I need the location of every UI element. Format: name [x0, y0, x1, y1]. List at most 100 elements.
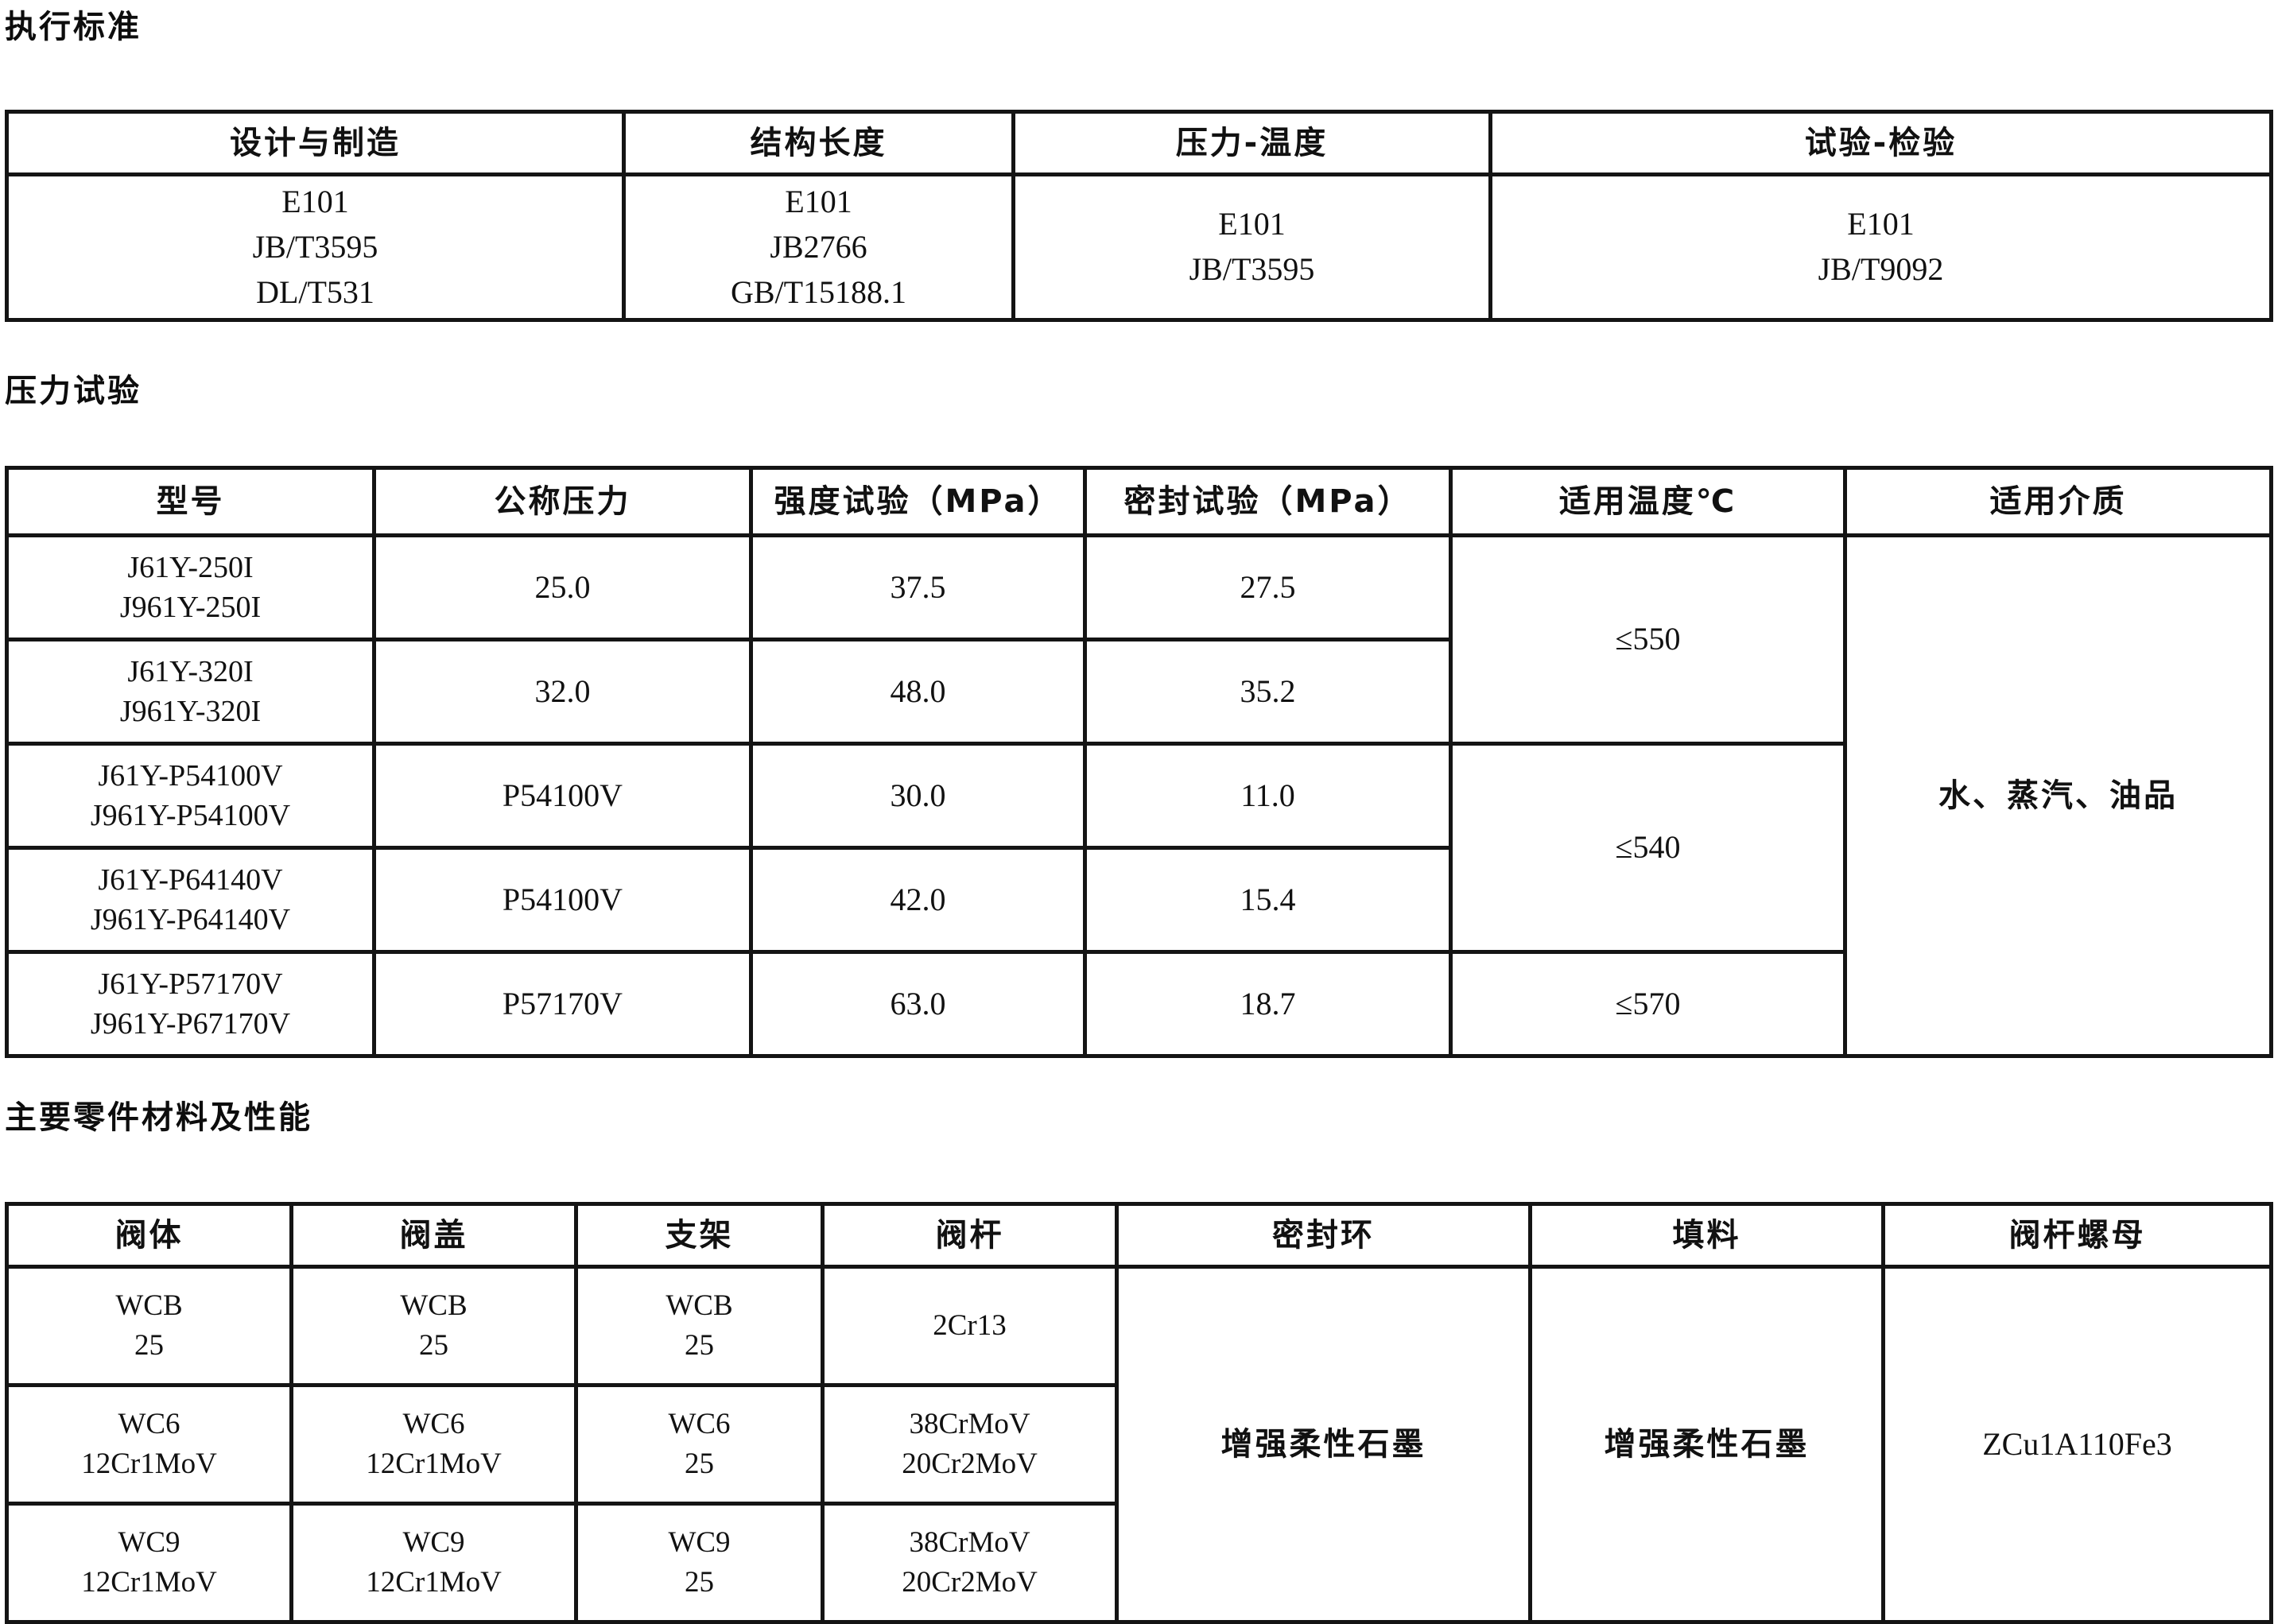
cell-design-manufacture: E101 JB/T3595 DL/T531	[5, 172, 626, 323]
cell-model: J61Y-P54100V J961Y-P54100V	[5, 742, 376, 850]
cell-valve-body: WC6 12Cr1MoV	[5, 1383, 293, 1506]
header-seal-test: 密封试验（MPa）	[1083, 466, 1453, 537]
section-title-pressure-test: 压力试验	[5, 373, 142, 409]
header-packing: 填料	[1528, 1202, 1885, 1269]
value-line: 38CrMoV	[909, 1525, 1030, 1559]
value-line: WC9	[668, 1525, 731, 1559]
header-design-manufacture: 设计与制造	[5, 110, 626, 176]
value-line: J61Y-P64140V	[98, 862, 283, 897]
value-line: WC6	[118, 1407, 180, 1440]
value-line: J961Y-250I	[119, 591, 262, 624]
cell-valve-body: WCB 25	[5, 1265, 293, 1387]
value-line: J61Y-P57170V	[98, 967, 283, 1001]
cell-temperature: ≤540	[1449, 742, 1847, 954]
cell-test-inspection: E101 JB/T9092	[1488, 172, 2273, 323]
value-line: J61Y-P54100V	[98, 758, 283, 793]
table-row: J61Y-P54100V J961Y-P54100V P54100V 30.0 …	[5, 742, 2272, 954]
pressure-test-table: 型号 公称压力 强度试验（MPa） 密封试验（MPa） 适用温度℃ 适用介质 J…	[5, 466, 2273, 1058]
header-nominal-pressure: 公称压力	[372, 466, 753, 537]
value-line: JB2766	[770, 228, 867, 265]
cell-valve-bonnet: WCB 25	[289, 1265, 578, 1387]
value-line: 25	[685, 1566, 714, 1599]
cell-valve-stem: 38CrMoV 20Cr2MoV	[821, 1383, 1119, 1506]
value-line: J961Y-P67170V	[90, 1007, 291, 1041]
value-line: 2Cr13	[933, 1308, 1007, 1342]
value-line: JB/T3595	[1189, 251, 1315, 288]
value-line: WC6	[668, 1407, 731, 1440]
cell-temperature: ≤550	[1449, 533, 1847, 746]
value-line: JB/T9092	[1818, 251, 1944, 288]
cell-strength-test: 30.0	[749, 742, 1087, 850]
materials-table: 阀体 阀盖 支架 阀杆 密封环 填料 阀杆螺母 WCB 25	[5, 1202, 2273, 1624]
value-line: J61Y-250I	[127, 550, 254, 584]
value-line: J61Y-320I	[127, 654, 254, 688]
value-line: WCB	[400, 1289, 468, 1322]
cell-nominal-pressure: P57170V	[372, 950, 753, 1058]
table-row: J61Y-320I J961Y-320I 32.0 48.0 35.2	[5, 638, 2272, 746]
cell-seal-test: 15.4	[1083, 846, 1453, 954]
cell-nominal-pressure: P54100V	[372, 742, 753, 850]
cell-model: J61Y-250I J961Y-250I	[5, 533, 376, 641]
header-valve-stem: 阀杆	[821, 1202, 1119, 1269]
header-valve-bonnet: 阀盖	[289, 1202, 578, 1269]
cell-packing: 增强柔性石墨	[1528, 1265, 1885, 1624]
cell-strength-test: 42.0	[749, 846, 1087, 954]
value-line: 20Cr2MoV	[902, 1566, 1038, 1599]
cell-model: J61Y-P57170V J961Y-P67170V	[5, 950, 376, 1058]
value-line: WC6	[402, 1407, 465, 1440]
value-line: 12Cr1MoV	[366, 1448, 502, 1480]
cell-bracket: WC6 25	[574, 1383, 825, 1506]
value-line: J961Y-320I	[119, 695, 262, 728]
value-line: JB/T3595	[252, 228, 378, 265]
value-line: E101	[1218, 206, 1286, 242]
cell-seal-test: 18.7	[1083, 950, 1453, 1058]
cell-valve-stem: 38CrMoV 20Cr2MoV	[821, 1502, 1119, 1624]
table-row: E101 JB/T3595 DL/T531 E101 JB2766 GB/T15…	[5, 172, 2273, 323]
cell-model: J61Y-P64140V J961Y-P64140V	[5, 846, 376, 954]
standards-table: 设计与制造 结构长度 压力-温度 试验-检验 E101 JB/T3595 DL/…	[5, 110, 2273, 323]
value-line: WC9	[118, 1525, 180, 1559]
cell-bracket: WC9 25	[574, 1502, 825, 1624]
cell-model: J61Y-320I J961Y-320I	[5, 638, 376, 746]
header-bracket: 支架	[574, 1202, 825, 1269]
value-line: WCB	[115, 1289, 183, 1322]
cell-stem-nut: ZCu1A110Fe3	[1881, 1265, 2273, 1624]
section-title-materials: 主要零件材料及性能	[5, 1099, 312, 1136]
header-stem-nut: 阀杆螺母	[1881, 1202, 2273, 1269]
header-test-inspection: 试验-检验	[1488, 110, 2273, 176]
value-line: WCB	[666, 1289, 733, 1322]
value-line: 25	[419, 1329, 448, 1362]
header-valve-body: 阀体	[5, 1202, 293, 1269]
value-line: 38CrMoV	[909, 1407, 1030, 1440]
value-line: E101	[281, 184, 349, 219]
table-row: J61Y-P64140V J961Y-P64140V P54100V 42.0 …	[5, 846, 2272, 954]
cell-strength-test: 48.0	[749, 638, 1087, 746]
value-line: E101	[1847, 206, 1915, 242]
cell-valve-stem: 2Cr13	[821, 1265, 1119, 1387]
value-line: 12Cr1MoV	[366, 1566, 502, 1599]
value-line: DL/T531	[256, 273, 374, 310]
cell-medium: 水、蒸汽、油品	[1843, 533, 2273, 1058]
value-line: E101	[785, 184, 852, 219]
table-row: J61Y-250I J961Y-250I 25.0 37.5 27.5 ≤550…	[5, 533, 2273, 1058]
cell-strength-test: 63.0	[749, 950, 1087, 1058]
cell-bracket: WCB 25	[574, 1265, 825, 1387]
value-line: 12Cr1MoV	[81, 1566, 217, 1599]
header-pressure-temperature: 压力-温度	[1011, 110, 1492, 176]
table-header-row: 阀体 阀盖 支架 阀杆 密封环 填料 阀杆螺母	[5, 1202, 2273, 1269]
value-line: 25	[134, 1329, 164, 1362]
value-line: 25	[685, 1329, 714, 1362]
value-line: J961Y-P64140V	[90, 903, 291, 936]
cell-seal-ring: 增强柔性石墨	[1115, 1265, 1532, 1624]
table-row: WCB 25 WCB 25 WCB 25	[5, 1265, 2273, 1624]
value-line: 12Cr1MoV	[81, 1448, 217, 1480]
cell-nominal-pressure: 25.0	[372, 533, 753, 641]
value-line: 25	[685, 1448, 714, 1480]
value-line: J961Y-P54100V	[90, 799, 291, 832]
document-page: 执行标准 设计与制造 结构长度 压力-温度 试验-检验 E101 JB/T359…	[5, 11, 2273, 1624]
cell-strength-test: 37.5	[749, 533, 1087, 641]
header-strength-test: 强度试验（MPa）	[749, 466, 1087, 537]
header-structure-length: 结构长度	[622, 110, 1015, 176]
cell-seal-test: 35.2	[1083, 638, 1453, 746]
header-temperature: 适用温度℃	[1449, 466, 1847, 537]
